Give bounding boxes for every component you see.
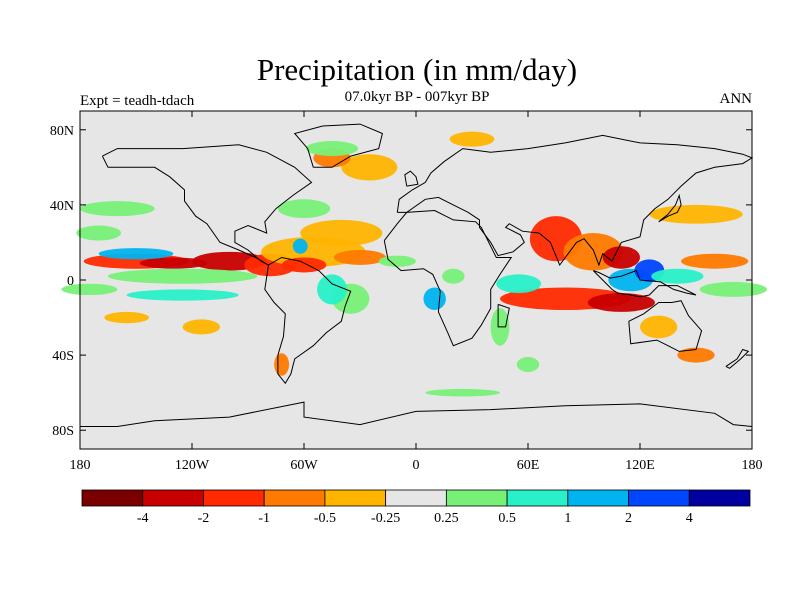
- season-label: ANN: [719, 91, 753, 107]
- uk-coast: [404, 170, 419, 187]
- colorbar: -4 -2 -1 -0.5 -0.25 0.25 0.5 1 2 4: [81, 489, 751, 526]
- experiment-label: Expt = teadh-tdach: [80, 93, 195, 109]
- africa-coast: [383, 209, 513, 347]
- south-america-coast: [264, 256, 352, 385]
- colorbar-label: -4: [137, 511, 149, 526]
- colorbar-swatch: [263, 489, 326, 507]
- lat-tick-label: 0: [67, 274, 74, 289]
- anomaly-patch: [98, 248, 174, 260]
- colorbar-label: -1: [258, 511, 270, 526]
- colorbar-swatch: [628, 489, 690, 507]
- antarctica-coast: [80, 401, 753, 427]
- lat-tick-label: 80N: [50, 124, 74, 139]
- anomaly-patch: [104, 311, 150, 324]
- colorbar-swatch: [203, 489, 265, 507]
- anomaly-patch: [182, 319, 220, 335]
- lon-tick-label: 120E: [625, 458, 655, 473]
- colorbar-label: 2: [625, 511, 632, 526]
- anomaly-patch: [126, 289, 239, 301]
- colorbar-label: -0.5: [314, 511, 336, 526]
- chart-title: Precipitation (in mm/day): [256, 52, 578, 87]
- lon-tick-label: 60W: [290, 458, 318, 473]
- anomaly-patch: [333, 249, 387, 265]
- anomaly-patch: [80, 201, 155, 217]
- anomaly-patch: [496, 274, 542, 294]
- colorbar-label: 1: [564, 511, 571, 526]
- colorbar-label: 4: [686, 511, 693, 526]
- anomaly-patch: [139, 257, 207, 269]
- anomaly-patch: [281, 257, 327, 273]
- lon-tick-label: 180: [70, 458, 91, 473]
- new-zealand-coast: [725, 348, 750, 369]
- anomaly-patch: [277, 199, 331, 219]
- eurasia-coast: [396, 134, 754, 267]
- anomaly-patch: [317, 274, 347, 305]
- anomaly-patch: [449, 131, 495, 147]
- anomaly-patch: [587, 293, 655, 312]
- anomaly-patch: [640, 315, 678, 339]
- colorbar-swatch: [142, 489, 204, 507]
- anomaly-patch: [649, 204, 743, 224]
- north-america-coast: [101, 144, 313, 266]
- anomaly-patch: [108, 268, 258, 284]
- colorbar-label: -0.25: [371, 511, 400, 526]
- anomaly-patch: [378, 255, 417, 267]
- japan-coast: [658, 193, 682, 223]
- indonesia-coast: [592, 269, 697, 298]
- anomaly-patch: [516, 356, 540, 373]
- colorbar-label: -2: [198, 511, 210, 526]
- colorbar-swatch: [506, 489, 569, 507]
- anomaly-patch: [423, 287, 446, 311]
- lon-tick-label: 180: [742, 458, 763, 473]
- anomaly-patch: [61, 283, 118, 296]
- anomaly-patch: [651, 268, 704, 284]
- anomaly-patch: [274, 353, 290, 376]
- colorbar-swatch: [385, 489, 447, 507]
- colorbar-swatch: [445, 489, 508, 507]
- lat-tick-label: 40N: [50, 199, 74, 214]
- australia-coast: [628, 300, 703, 352]
- anomaly-patch: [341, 154, 398, 181]
- lat-tick-label: 40S: [52, 349, 74, 364]
- colorbar-swatch: [567, 489, 629, 507]
- anomaly-patch: [677, 347, 715, 363]
- colorbar-label: 0.25: [434, 511, 459, 526]
- anomaly-patch: [76, 225, 122, 241]
- colorbar-swatch: [81, 489, 144, 507]
- anomaly-patch: [602, 246, 640, 269]
- colorbar-swatch: [688, 489, 751, 507]
- anomaly-patch: [699, 281, 767, 297]
- lat-tick-label: 80S: [52, 424, 74, 439]
- anomaly-patch: [425, 388, 500, 397]
- colorbar-label: 0.5: [498, 511, 516, 526]
- anomaly-patch: [681, 253, 749, 269]
- anomaly-patch: [442, 268, 465, 284]
- coastlines: [80, 123, 754, 427]
- anomaly-patch: [292, 238, 308, 254]
- lon-tick-label: 60E: [517, 458, 540, 473]
- madagascar-coast: [497, 303, 510, 328]
- lon-tick-label: 120W: [175, 458, 210, 473]
- colorbar-swatch: [324, 489, 387, 507]
- lon-tick-label: 0: [413, 458, 420, 473]
- chart-subtitle: 07.0kyr BP - 007kyr BP: [344, 89, 490, 105]
- anomaly-patch: [300, 219, 383, 247]
- precipitation-field: [61, 111, 767, 449]
- greenland-coast: [293, 123, 383, 168]
- axis-ticks: 80N 40N 0 40S 80S 180 120W 60W 0 60E 120E 180: [50, 111, 763, 473]
- anomaly-patch: [305, 141, 359, 157]
